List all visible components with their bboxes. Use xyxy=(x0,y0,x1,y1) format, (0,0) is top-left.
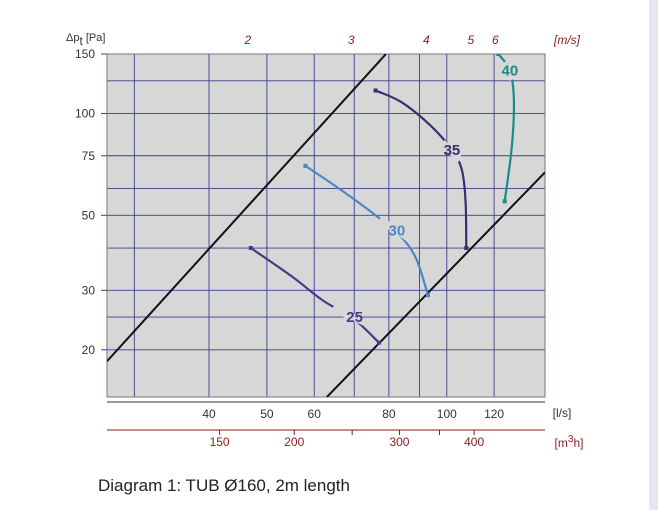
y-tick-label: 100 xyxy=(75,107,95,121)
velocity-tick-label: 5 xyxy=(468,33,475,47)
m3h-tick-label: 200 xyxy=(284,435,304,449)
system-resistance-line xyxy=(326,171,545,397)
y-tick-label: 150 xyxy=(75,47,95,61)
m3h-tick-label: 150 xyxy=(210,435,230,449)
y-tick-label: 20 xyxy=(82,343,96,357)
m3h-axis-label: [m3h] xyxy=(555,434,584,450)
y-axis-label: Δpt [Pa] xyxy=(66,32,105,48)
ls-tick-label: 60 xyxy=(308,407,322,421)
velocity-tick-label: 4 xyxy=(423,33,430,47)
curve-end-marker xyxy=(502,199,507,204)
curve-end-marker xyxy=(373,88,378,93)
velocity-tick-label: 6 xyxy=(492,33,499,47)
y-tick-label: 75 xyxy=(82,149,96,163)
ls-axis-label: [l/s] xyxy=(553,406,572,420)
label-gap xyxy=(377,216,411,242)
sound-level-label-25: 25 xyxy=(346,309,363,326)
label-gap xyxy=(439,139,463,163)
curve-end-marker xyxy=(496,54,501,56)
label-gap xyxy=(331,305,374,329)
ls-tick-label: 50 xyxy=(260,407,274,421)
curve-end-marker xyxy=(303,163,308,168)
velocity-tick-label: 2 xyxy=(244,33,252,47)
system-resistance-line xyxy=(107,54,387,362)
diagram-caption: Diagram 1: TUB Ø160, 2m length xyxy=(98,476,350,495)
right-border-strip xyxy=(649,0,658,510)
velocity-axis-label: [m/s] xyxy=(553,33,581,47)
sound-level-curve-25 xyxy=(250,247,380,344)
curve-end-marker xyxy=(376,340,381,345)
plot-lines xyxy=(107,54,545,397)
velocity-tick-label: 3 xyxy=(348,33,355,47)
ls-tick-label: 120 xyxy=(484,407,504,421)
label-gap xyxy=(501,60,516,82)
ls-tick-label: 100 xyxy=(437,407,457,421)
y-tick-label: 30 xyxy=(82,283,96,297)
y-tick-label: 50 xyxy=(82,208,96,222)
sound-level-label-30: 30 xyxy=(389,223,406,240)
ls-tick-label: 80 xyxy=(382,407,396,421)
plot-frame xyxy=(106,53,546,398)
sound-level-label-40: 40 xyxy=(501,63,518,80)
curve-end-marker xyxy=(425,293,430,298)
m3h-tick-label: 400 xyxy=(464,435,484,449)
curve-end-marker xyxy=(248,246,253,251)
ls-tick-label: 40 xyxy=(202,407,216,421)
m3h-tick-label: 300 xyxy=(389,435,409,449)
sound-level-label-35: 35 xyxy=(444,142,461,159)
curve-end-marker xyxy=(464,246,469,251)
plot-background xyxy=(107,54,545,397)
